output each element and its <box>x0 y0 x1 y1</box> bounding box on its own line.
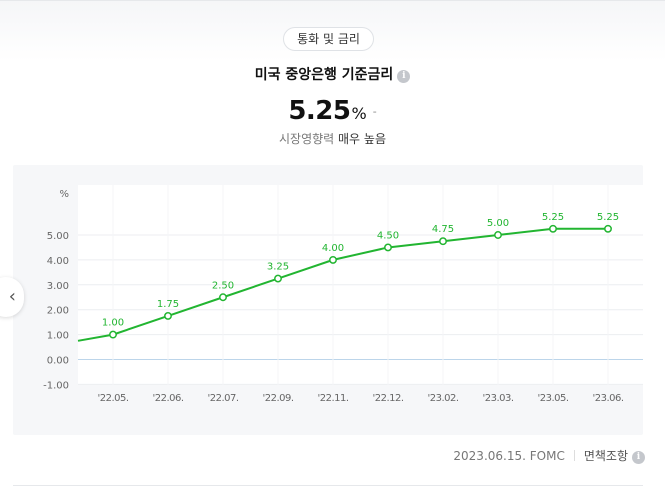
data-point <box>109 330 117 339</box>
market-influence: 시장영향력 매우 높음 <box>0 131 665 147</box>
x-tick-label: '22.05. <box>97 393 128 404</box>
influence-level: 매우 높음 <box>338 132 386 146</box>
rate-chart-svg: 5.00 4.00 3.00 2.00 1.00 0.00 -1.00% '22.05. '22… <box>43 185 643 404</box>
y-axis-unit: % <box>59 189 69 200</box>
data-point <box>604 224 612 233</box>
x-tick-label: '23.02. <box>427 393 458 404</box>
data-label: 1.00 <box>102 318 124 329</box>
x-tick-label: '22.09. <box>262 393 293 404</box>
indicator-title-row: 미국 중앙은행 기준금리 i <box>0 65 665 85</box>
indicator-title: 미국 중앙은행 기준금리 <box>254 67 394 83</box>
footer-divider <box>573 450 575 461</box>
category-chip[interactable]: 통화 및 금리 <box>283 27 374 51</box>
data-label: 4.00 <box>322 243 344 254</box>
y-tick-label: 4.00 <box>47 256 69 267</box>
data-label: 4.50 <box>377 230 399 241</box>
influence-label: 시장영향력 <box>278 132 335 146</box>
data-point <box>494 231 502 239</box>
x-tick-label: '23.06. <box>592 393 623 404</box>
data-point <box>549 224 557 233</box>
y-tick-label: 1.00 <box>47 331 69 342</box>
rate-unit: % <box>351 104 367 123</box>
data-label: 5.00 <box>487 218 509 229</box>
data-label: 3.25 <box>267 262 289 273</box>
data-label: 2.50 <box>212 280 234 291</box>
data-label: 5.25 <box>542 212 564 223</box>
x-tick-label: '22.07. <box>207 393 238 404</box>
x-tick-label: '23.05. <box>537 393 568 404</box>
y-tick-label: 5.00 <box>47 231 69 242</box>
x-tick-label: '22.11. <box>317 393 348 404</box>
rate-display: 5.25% - <box>0 93 665 132</box>
info-icon[interactable]: i <box>397 70 411 83</box>
disclaimer-link[interactable]: 면책조항 <box>583 449 628 463</box>
data-point <box>219 293 227 302</box>
y-tick-label: 3.00 <box>47 281 69 292</box>
chart-footer: 2023.06.15. FOMC 면책조항 i <box>453 447 645 465</box>
y-tick-label: -1.00 <box>43 380 69 391</box>
rate-change: - <box>372 105 377 118</box>
data-point <box>439 237 447 246</box>
y-tick-label: 2.00 <box>47 306 69 317</box>
data-point <box>384 243 392 252</box>
rate-chart: 5.00 4.00 3.00 2.00 1.00 0.00 -1.00% '22.05. '22… <box>13 165 643 435</box>
x-tick-label: '22.12. <box>372 393 403 404</box>
data-label: 1.75 <box>157 299 179 310</box>
rate-value: 5.25 <box>288 96 351 126</box>
disclaimer-info-icon[interactable]: i <box>632 451 645 464</box>
y-tick-label: 0.00 <box>47 356 69 367</box>
source-date: 2023.06.15. FOMC <box>453 449 565 463</box>
x-tick-label: '23.03. <box>482 393 513 404</box>
x-tick-label: '22.06. <box>152 393 183 404</box>
data-point <box>274 274 282 283</box>
data-label: 4.75 <box>432 224 454 235</box>
data-point <box>164 311 172 320</box>
data-label: 5.25 <box>597 212 619 223</box>
data-point <box>329 255 337 264</box>
